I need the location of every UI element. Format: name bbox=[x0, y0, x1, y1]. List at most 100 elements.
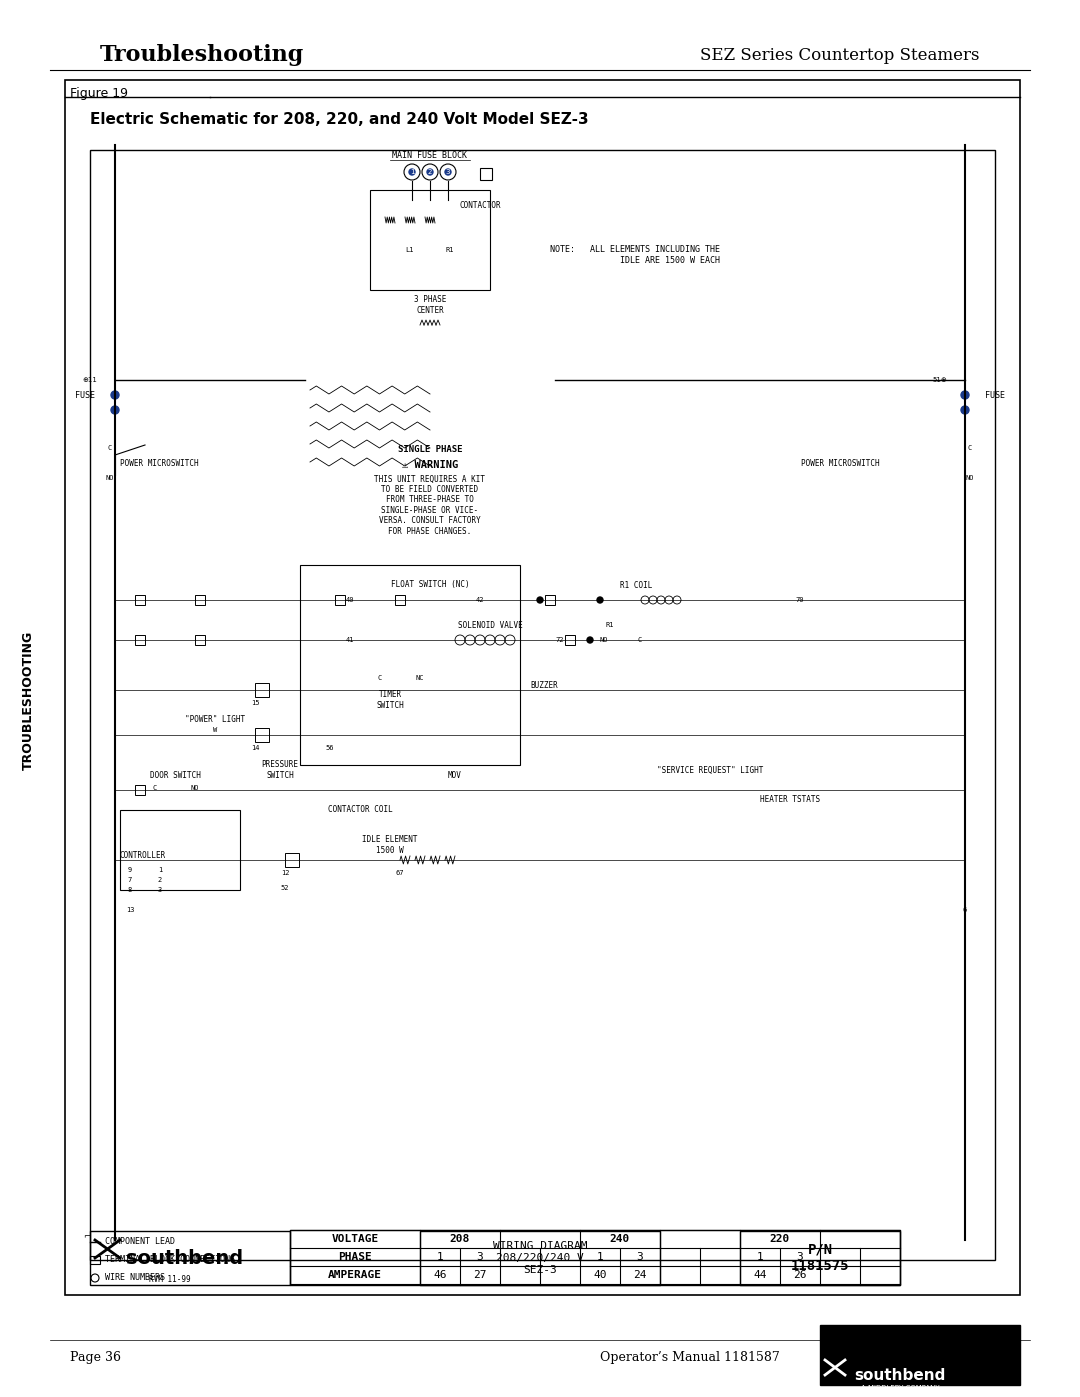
Bar bbox=[335, 595, 345, 605]
Circle shape bbox=[588, 637, 593, 643]
Text: COMPONENT LEAD: COMPONENT LEAD bbox=[105, 1238, 175, 1246]
Circle shape bbox=[111, 407, 119, 414]
Text: 72: 72 bbox=[556, 637, 564, 643]
Text: P/N
1181575: P/N 1181575 bbox=[791, 1243, 849, 1273]
Text: "POWER" LIGHT: "POWER" LIGHT bbox=[185, 715, 245, 725]
Text: 6: 6 bbox=[963, 907, 967, 914]
Bar bbox=[740, 1231, 900, 1285]
Text: First in Cooking, Built to Last.: First in Cooking, Built to Last. bbox=[870, 1358, 983, 1366]
Text: 41: 41 bbox=[346, 637, 354, 643]
Text: 1: 1 bbox=[596, 1252, 604, 1261]
Text: 9: 9 bbox=[127, 868, 132, 873]
Text: IDLE ELEMENT
1500 W: IDLE ELEMENT 1500 W bbox=[362, 835, 418, 855]
Text: R1: R1 bbox=[606, 622, 615, 629]
Text: 7: 7 bbox=[127, 877, 132, 883]
Text: NO: NO bbox=[106, 475, 114, 481]
Text: 24: 24 bbox=[633, 1270, 647, 1280]
Text: PHASE: PHASE bbox=[338, 1252, 372, 1261]
Text: CONTACTOR: CONTACTOR bbox=[460, 201, 501, 210]
Text: 2: 2 bbox=[158, 877, 162, 883]
Bar bbox=[90, 149, 995, 1260]
Circle shape bbox=[961, 391, 969, 400]
Bar bbox=[255, 683, 269, 697]
Text: 1: 1 bbox=[757, 1252, 764, 1261]
Circle shape bbox=[445, 169, 451, 175]
Text: Page 36: Page 36 bbox=[70, 1351, 121, 1365]
Text: 240: 240 bbox=[610, 1234, 630, 1243]
Text: 208: 208 bbox=[450, 1234, 470, 1243]
Text: C: C bbox=[638, 637, 643, 643]
Bar bbox=[820, 1324, 1020, 1384]
Bar bbox=[90, 1256, 100, 1264]
Text: ⊕11: ⊕11 bbox=[82, 377, 97, 383]
Bar bbox=[255, 728, 269, 742]
Text: NO: NO bbox=[600, 637, 608, 643]
Text: W: W bbox=[213, 726, 217, 733]
Text: TERMINAL BLOCK CONNECTIONS: TERMINAL BLOCK CONNECTIONS bbox=[105, 1256, 235, 1264]
Text: NO: NO bbox=[191, 785, 199, 791]
Text: 12: 12 bbox=[281, 870, 289, 876]
Text: WIRING DIAGRAM
208/220/240 V
SEZ-3: WIRING DIAGRAM 208/220/240 V SEZ-3 bbox=[492, 1242, 588, 1274]
Text: Operator’s Manual 1181587: Operator’s Manual 1181587 bbox=[600, 1351, 780, 1365]
Text: 220: 220 bbox=[770, 1234, 791, 1243]
Text: PRESSURE
SWITCH: PRESSURE SWITCH bbox=[261, 760, 298, 780]
Text: 3: 3 bbox=[636, 1252, 644, 1261]
Text: 40: 40 bbox=[593, 1270, 607, 1280]
Text: 15: 15 bbox=[251, 700, 259, 705]
Text: FUSE: FUSE bbox=[985, 391, 1005, 400]
Text: 56: 56 bbox=[326, 745, 334, 752]
Bar bbox=[300, 564, 519, 766]
Circle shape bbox=[961, 407, 969, 414]
Text: THIS UNIT REQUIRES A KIT
TO BE FIELD CONVERTED
FROM THREE-PHASE TO
SINGLE-PHASE : THIS UNIT REQUIRES A KIT TO BE FIELD CON… bbox=[375, 475, 486, 535]
Text: 8: 8 bbox=[127, 887, 132, 893]
Text: MAIN FUSE BLOCK: MAIN FUSE BLOCK bbox=[392, 151, 468, 159]
Text: FLOAT SWITCH (NC): FLOAT SWITCH (NC) bbox=[391, 581, 470, 590]
Text: NOTE:   ALL ELEMENTS INCLUDING THE
              IDLE ARE 1500 W EACH: NOTE: ALL ELEMENTS INCLUDING THE IDLE AR… bbox=[550, 246, 720, 264]
Text: MOV: MOV bbox=[448, 771, 462, 780]
Text: C: C bbox=[108, 446, 112, 451]
Text: 1: 1 bbox=[436, 1252, 444, 1261]
Text: 40: 40 bbox=[346, 597, 354, 604]
Text: BUZZER: BUZZER bbox=[530, 680, 557, 690]
Text: 1: 1 bbox=[409, 169, 415, 175]
Text: C: C bbox=[153, 785, 157, 791]
Text: NC: NC bbox=[416, 675, 424, 680]
Bar bbox=[420, 1231, 660, 1285]
Text: FUSE: FUSE bbox=[75, 391, 95, 400]
Text: 3: 3 bbox=[797, 1252, 804, 1261]
Circle shape bbox=[537, 597, 543, 604]
Circle shape bbox=[597, 597, 603, 604]
Text: southbend: southbend bbox=[854, 1368, 946, 1383]
Bar bbox=[370, 190, 490, 291]
Bar bbox=[480, 168, 492, 180]
Text: TROUBLESHOOTING: TROUBLESHOOTING bbox=[22, 630, 35, 770]
Text: 42: 42 bbox=[476, 597, 484, 604]
Bar bbox=[65, 80, 1020, 1295]
Text: CONTACTOR COIL: CONTACTOR COIL bbox=[327, 806, 392, 814]
Text: 26: 26 bbox=[793, 1270, 807, 1280]
Text: NO: NO bbox=[966, 475, 974, 481]
Text: 51⊕: 51⊕ bbox=[933, 377, 947, 383]
Text: southbend: southbend bbox=[126, 1249, 244, 1267]
Text: "SERVICE REQUEST" LIGHT: "SERVICE REQUEST" LIGHT bbox=[657, 766, 764, 774]
Text: DOOR SWITCH: DOOR SWITCH bbox=[149, 771, 201, 780]
Text: R1: R1 bbox=[446, 247, 455, 253]
Text: 44: 44 bbox=[753, 1270, 767, 1280]
Circle shape bbox=[111, 391, 119, 400]
Text: 14: 14 bbox=[251, 745, 259, 752]
Text: 52: 52 bbox=[281, 886, 289, 891]
Bar bbox=[195, 636, 205, 645]
Text: C: C bbox=[968, 446, 972, 451]
Bar bbox=[135, 595, 145, 605]
Text: POWER MICROSWITCH: POWER MICROSWITCH bbox=[120, 458, 199, 468]
Text: 3: 3 bbox=[158, 887, 162, 893]
Text: C: C bbox=[378, 675, 382, 680]
Text: A MIDDLEBY COMPANY: A MIDDLEBY COMPANY bbox=[861, 1384, 940, 1391]
Text: CONTROLLER: CONTROLLER bbox=[120, 851, 166, 859]
Text: 1: 1 bbox=[158, 868, 162, 873]
Text: AMPERAGE: AMPERAGE bbox=[328, 1270, 382, 1280]
Text: RVM 11-99: RVM 11-99 bbox=[149, 1274, 191, 1284]
Bar bbox=[395, 595, 405, 605]
Text: Electric Schematic for 208, 220, and 240 Volt Model SEZ-3: Electric Schematic for 208, 220, and 240… bbox=[90, 113, 589, 127]
Text: 70: 70 bbox=[796, 597, 805, 604]
